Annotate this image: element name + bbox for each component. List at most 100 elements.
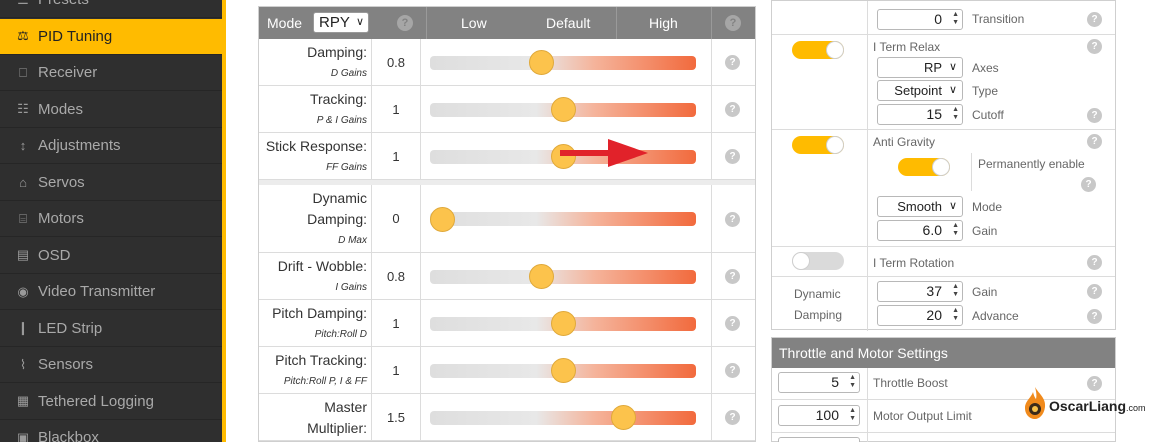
sidebar-item-osd[interactable]: ▤ OSD <box>0 238 222 274</box>
column-default: Default <box>546 15 591 31</box>
slider-title: Stick Response: <box>265 137 367 154</box>
slider-handle[interactable] <box>550 311 576 336</box>
pid-tuning-icon: ⚖ <box>17 28 29 43</box>
slider-track[interactable] <box>430 269 696 284</box>
spinner-icon[interactable]: ▲ ▼ <box>952 11 959 26</box>
sidebar-item-led-strip[interactable]: ❙ LED Strip <box>0 311 222 347</box>
slider-value: 1.5 <box>371 394 421 441</box>
dynamic-damping-gain-input[interactable]: 37 ▲ ▼ <box>877 281 963 302</box>
help-icon[interactable]: ? <box>725 102 740 117</box>
help-icon[interactable]: ? <box>725 149 740 164</box>
column-divider <box>711 133 712 180</box>
filter-settings-panel: 0 ▲ ▼ Transition ? I Term Relax ? RP ∨ Ax… <box>771 0 1116 331</box>
sidebar-item-tethered-logging[interactable]: ▦ Tethered Logging <box>0 384 222 420</box>
column-divider <box>867 368 868 442</box>
header-divider <box>426 7 427 39</box>
pid-slider-row: Stick Response: FF Gains 1? <box>259 133 755 180</box>
help-icon[interactable]: ? <box>397 15 413 31</box>
chevron-down-icon: ∨ <box>948 61 957 73</box>
spinner-icon[interactable]: ▲ ▼ <box>952 307 959 322</box>
receiver-icon: ⎕ <box>19 64 27 80</box>
row-divider <box>772 276 1115 277</box>
slider-track[interactable] <box>430 410 696 425</box>
spinner-icon[interactable]: ▲ ▼ <box>849 374 856 389</box>
help-icon[interactable]: ? <box>1087 108 1102 123</box>
spinner-icon[interactable]: ▲ ▼ <box>849 407 856 422</box>
adjustments-icon: ↕ <box>19 138 27 153</box>
help-icon[interactable]: ? <box>1087 284 1102 299</box>
mode-select[interactable]: RPY ∨ <box>313 12 369 33</box>
slider-track[interactable] <box>430 212 696 226</box>
pid-slider-row: Pitch Tracking: Pitch:Roll P, I & FF 1? <box>259 347 755 394</box>
anti-gravity-mode-select[interactable]: Smooth ∨ <box>877 196 963 217</box>
sidebar-item-label: Adjustments <box>38 137 121 154</box>
sidebar-item-label: Modes <box>38 100 84 118</box>
help-icon[interactable]: ? <box>1087 134 1102 149</box>
help-icon[interactable]: ? <box>1087 309 1102 324</box>
slider-subtitle: I Gains <box>335 281 367 293</box>
slider-label: Stick Response: FF Gains <box>259 136 367 178</box>
spinner-icon[interactable]: ▲ ▼ <box>952 283 959 298</box>
slider-handle[interactable] <box>550 358 576 383</box>
help-icon[interactable]: ? <box>725 269 740 284</box>
anti-gravity-gain-input[interactable]: 6.0 ▲ ▼ <box>877 220 963 241</box>
sidebar-item-receiver[interactable]: ⎕ Receiver <box>0 55 222 91</box>
sidebar-item-motors[interactable]: ⌸ Motors <box>0 201 222 237</box>
iterm-rotation-toggle[interactable] <box>792 252 844 270</box>
pid-slider-row: Drift - Wobble: I Gains 0.8? <box>259 253 755 300</box>
tethered-logging-icon: ▦ <box>16 393 30 408</box>
help-icon[interactable]: ? <box>725 363 740 378</box>
slider-handle[interactable] <box>550 144 576 169</box>
throttle-boost-input[interactable]: 5 ▲ ▼ <box>778 372 860 393</box>
help-icon[interactable]: ? <box>725 316 740 331</box>
sidebar-item-servos[interactable]: ⌂ Servos <box>0 165 222 201</box>
spinner-icon[interactable]: ▲ ▼ <box>952 106 959 121</box>
anti-gravity-toggle[interactable] <box>792 136 844 154</box>
pid-slider-row: Pitch Damping: Pitch:Roll D 1? <box>259 300 755 347</box>
transition-input[interactable]: 0 ▲ ▼ <box>877 9 963 30</box>
next-setting-input[interactable] <box>778 437 860 442</box>
help-icon[interactable]: ? <box>1087 376 1102 391</box>
throttle-boost-label: Throttle Boost <box>873 376 948 390</box>
sidebar-item-adjustments[interactable]: ↕ Adjustments <box>0 128 222 164</box>
help-icon[interactable]: ? <box>1087 255 1102 270</box>
help-icon[interactable]: ? <box>725 410 740 425</box>
slider-subtitle: Pitch:Roll P, I & FF <box>283 375 367 387</box>
axes-select[interactable]: RP ∨ <box>877 57 963 78</box>
iterm-relax-toggle[interactable] <box>792 41 844 59</box>
dynamic-damping-advance-input[interactable]: 20 ▲ ▼ <box>877 305 963 326</box>
dynamic-damping-label: Damping <box>794 308 843 322</box>
spinner-icon[interactable]: ▲ ▼ <box>952 222 959 237</box>
slider-handle[interactable] <box>430 206 455 232</box>
sidebar-item-pid-tuning[interactable]: ⚖ PID Tuning <box>0 18 222 55</box>
help-icon[interactable]: ? <box>1087 12 1102 27</box>
slider-subtitle: D Gains <box>330 67 367 79</box>
help-icon[interactable]: ? <box>725 211 740 227</box>
help-icon[interactable]: ? <box>725 55 740 70</box>
sidebar-item-sensors[interactable]: ⌇ Sensors <box>0 347 222 383</box>
help-icon[interactable]: ? <box>1081 177 1096 192</box>
slider-handle[interactable] <box>610 405 636 430</box>
sidebar-item-video-transmitter[interactable]: ◉ Video Transmitter <box>0 274 222 310</box>
slider-handle[interactable] <box>528 50 554 75</box>
slider-title: Drift - Wobble: <box>277 257 367 274</box>
column-divider <box>711 39 712 86</box>
sidebar-item-modes[interactable]: ☷ Modes <box>0 92 222 128</box>
motor-output-limit-label: Motor Output Limit <box>873 409 972 423</box>
cutoff-input[interactable]: 15 ▲ ▼ <box>877 104 963 125</box>
motor-output-limit-input[interactable]: 100 ▲ ▼ <box>778 405 860 426</box>
help-icon[interactable]: ? <box>725 15 741 31</box>
slider-subtitle: FF Gains <box>326 161 367 173</box>
slider-track[interactable] <box>430 55 696 70</box>
sidebar-item-presets[interactable]: ☰ Presets <box>0 0 222 18</box>
permanently-enable-toggle[interactable] <box>898 158 950 176</box>
row-divider <box>772 129 1115 130</box>
type-select[interactable]: Setpoint ∨ <box>877 80 963 101</box>
column-divider <box>711 86 712 133</box>
slider-handle[interactable] <box>528 264 554 289</box>
help-icon[interactable]: ? <box>1087 39 1102 54</box>
servos-icon: ⌂ <box>19 174 27 190</box>
sidebar-item-blackbox[interactable]: ▣ Blackbox <box>0 420 222 442</box>
slider-handle[interactable] <box>550 97 576 122</box>
